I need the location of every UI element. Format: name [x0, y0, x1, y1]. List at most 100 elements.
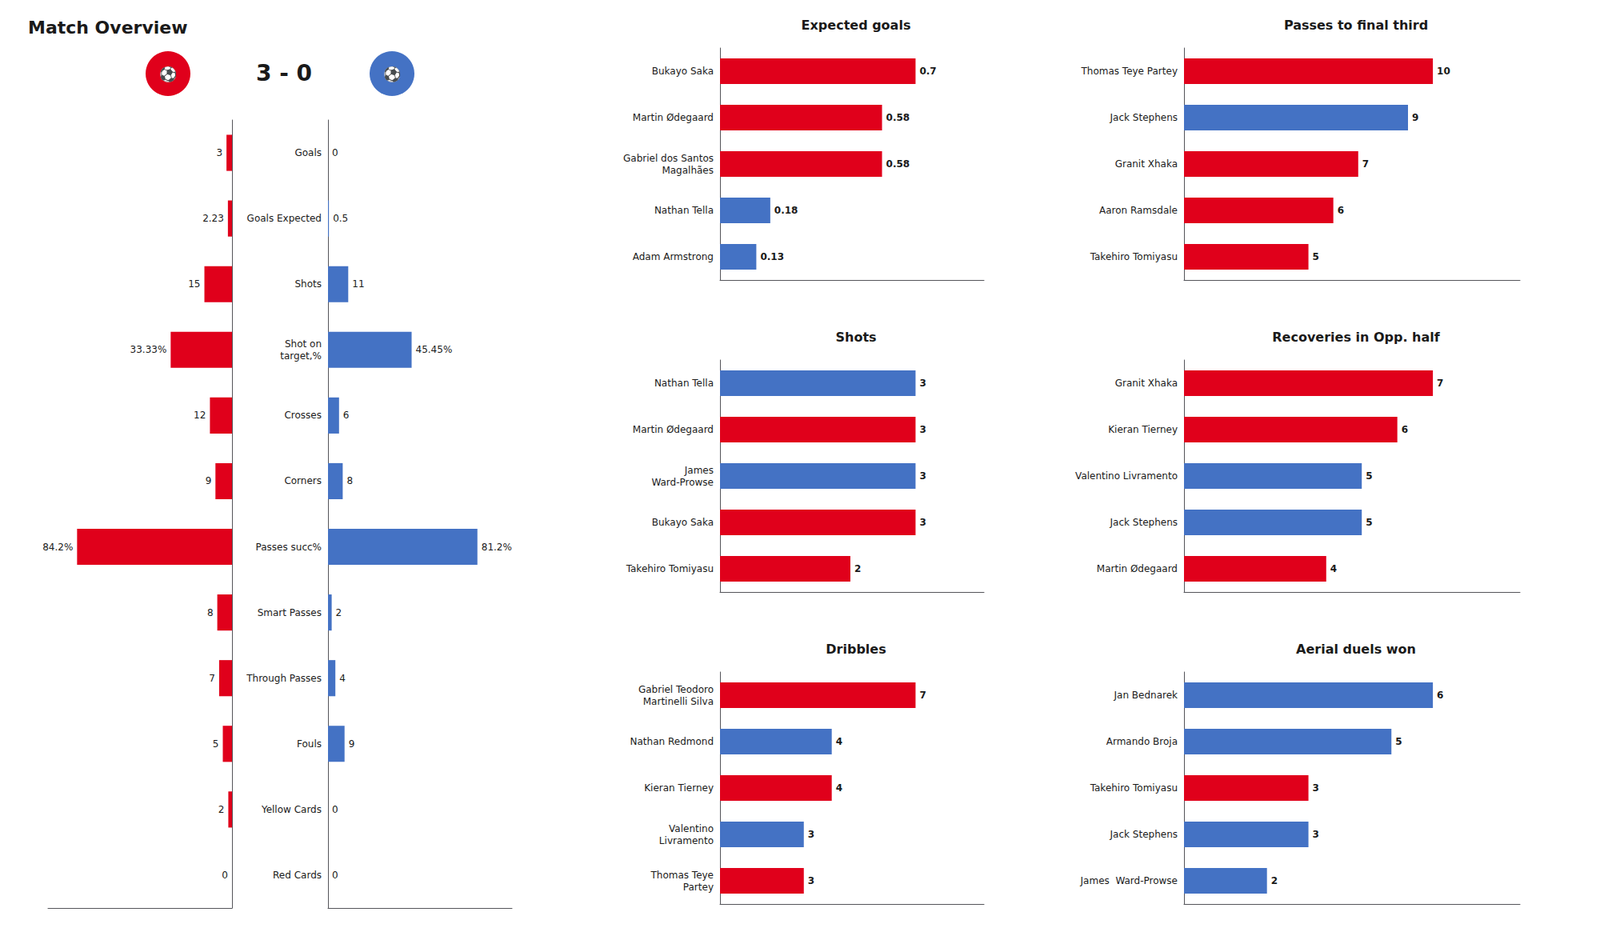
- svg-text:11: 11: [352, 278, 364, 290]
- svg-text:⚽: ⚽: [158, 65, 177, 83]
- svg-text:Valentino Livramento: Valentino Livramento: [1075, 470, 1178, 482]
- svg-text:8: 8: [346, 475, 353, 487]
- svg-text:9: 9: [1412, 112, 1419, 124]
- svg-text:6: 6: [1337, 204, 1344, 216]
- svg-text:Martin Ødegaard: Martin Ødegaard: [1096, 563, 1178, 575]
- svg-text:Smart Passes: Smart Passes: [257, 607, 322, 619]
- svg-text:2: 2: [854, 563, 861, 575]
- svg-text:9: 9: [205, 475, 212, 487]
- svg-text:Bukayo Saka: Bukayo Saka: [652, 516, 714, 528]
- svg-text:Martin Ødegaard: Martin Ødegaard: [632, 112, 714, 124]
- svg-text:Shots: Shots: [294, 278, 322, 290]
- svg-text:3: 3: [919, 516, 926, 528]
- svg-text:Gabriel dos Santos: Gabriel dos Santos: [623, 152, 714, 164]
- svg-text:0: 0: [221, 869, 228, 881]
- svg-text:4: 4: [339, 672, 346, 684]
- svg-text:2.23: 2.23: [202, 212, 224, 224]
- svg-text:45.45%: 45.45%: [416, 344, 453, 356]
- svg-text:target,%: target,%: [280, 350, 322, 362]
- svg-text:Jack Stephens: Jack Stephens: [1109, 516, 1178, 528]
- svg-text:5: 5: [212, 738, 220, 750]
- svg-text:Passes to final third: Passes to final third: [1284, 17, 1428, 33]
- svg-text:3: 3: [216, 147, 223, 159]
- svg-text:Yellow Cards: Yellow Cards: [260, 804, 322, 816]
- svg-text:4: 4: [836, 782, 843, 794]
- svg-text:2: 2: [218, 804, 225, 816]
- svg-text:Goals Expected: Goals Expected: [247, 212, 322, 224]
- svg-text:Dribbles: Dribbles: [825, 641, 886, 657]
- svg-text:0: 0: [332, 869, 339, 881]
- svg-text:12: 12: [193, 409, 206, 421]
- svg-text:Kieran Tierney: Kieran Tierney: [1108, 424, 1178, 436]
- svg-text:0.58: 0.58: [886, 112, 911, 124]
- svg-text:Through Passes: Through Passes: [245, 672, 322, 684]
- svg-text:0.5: 0.5: [332, 212, 348, 224]
- svg-text:Nathan Redmond: Nathan Redmond: [630, 736, 714, 748]
- svg-text:Passes succ%: Passes succ%: [256, 541, 322, 553]
- svg-text:Partey: Partey: [683, 881, 714, 893]
- svg-text:6: 6: [343, 409, 350, 421]
- svg-text:Livramento: Livramento: [659, 835, 714, 847]
- svg-text:Red Cards: Red Cards: [272, 869, 322, 881]
- svg-text:7: 7: [1436, 377, 1444, 389]
- svg-text:Jack Stephens: Jack Stephens: [1109, 828, 1178, 840]
- svg-text:3: 3: [919, 424, 926, 436]
- svg-text:4: 4: [1330, 563, 1337, 575]
- svg-text:James Ward-Prowse: James Ward-Prowse: [1080, 875, 1178, 887]
- svg-text:0: 0: [332, 804, 339, 816]
- svg-text:7: 7: [1362, 158, 1369, 170]
- svg-text:4: 4: [836, 736, 843, 748]
- svg-text:3: 3: [1312, 782, 1320, 794]
- svg-text:Goals: Goals: [294, 147, 322, 159]
- svg-text:Jan Bednarek: Jan Bednarek: [1112, 689, 1178, 701]
- svg-text:0.13: 0.13: [760, 251, 784, 263]
- svg-text:Gabriel Teodoro: Gabriel Teodoro: [638, 684, 714, 696]
- svg-text:Thomas Teye: Thomas Teye: [649, 869, 714, 881]
- svg-text:7: 7: [919, 689, 926, 701]
- svg-text:Granit Xhaka: Granit Xhaka: [1115, 377, 1178, 389]
- svg-text:Thomas Teye Partey: Thomas Teye Partey: [1080, 65, 1178, 77]
- svg-text:Nathan Tella: Nathan Tella: [654, 204, 714, 216]
- svg-text:Expected goals: Expected goals: [801, 17, 912, 33]
- svg-text:Fouls: Fouls: [296, 738, 322, 750]
- svg-text:Shot on: Shot on: [284, 338, 322, 350]
- svg-text:⚽: ⚽: [382, 65, 401, 83]
- svg-text:Takehiro Tomiyasu: Takehiro Tomiyasu: [625, 563, 714, 575]
- svg-text:33.33%: 33.33%: [130, 344, 168, 356]
- svg-text:Crosses: Crosses: [284, 409, 322, 421]
- svg-text:0: 0: [332, 147, 339, 159]
- svg-text:0.7: 0.7: [919, 65, 936, 77]
- svg-text:3: 3: [808, 875, 815, 887]
- svg-text:Martinelli Silva: Martinelli Silva: [643, 696, 714, 708]
- svg-text:Takehiro Tomiyasu: Takehiro Tomiyasu: [1089, 782, 1178, 794]
- svg-text:3: 3: [808, 828, 815, 840]
- svg-text:Shots: Shots: [835, 329, 876, 345]
- svg-text:6: 6: [1436, 689, 1444, 701]
- svg-text:Valentino: Valentino: [668, 823, 714, 835]
- svg-text:Jack Stephens: Jack Stephens: [1109, 112, 1178, 124]
- svg-text:3: 3: [919, 470, 926, 482]
- svg-text:6: 6: [1401, 424, 1408, 436]
- svg-text:Takehiro Tomiyasu: Takehiro Tomiyasu: [1089, 251, 1178, 263]
- svg-text:Martin Ødegaard: Martin Ødegaard: [632, 424, 714, 436]
- svg-text:Recoveries in Opp. half: Recoveries in Opp. half: [1272, 329, 1441, 345]
- svg-text:81.2%: 81.2%: [481, 541, 512, 553]
- svg-text:0.58: 0.58: [886, 158, 911, 170]
- svg-text:2: 2: [336, 607, 343, 619]
- svg-text:Adam Armstrong: Adam Armstrong: [632, 251, 714, 263]
- svg-text:Kieran Tierney: Kieran Tierney: [644, 782, 714, 794]
- svg-text:2: 2: [1271, 875, 1278, 887]
- svg-text:5: 5: [1365, 470, 1372, 482]
- svg-text:84.2%: 84.2%: [42, 541, 73, 553]
- svg-text:0.18: 0.18: [774, 204, 799, 216]
- svg-text:Ward-Prowse: Ward-Prowse: [651, 476, 714, 488]
- svg-text:Aerial duels won: Aerial duels won: [1296, 641, 1416, 657]
- svg-text:5: 5: [1395, 736, 1402, 748]
- svg-text:3: 3: [1312, 828, 1320, 840]
- svg-text:8: 8: [207, 607, 214, 619]
- svg-text:Nathan Tella: Nathan Tella: [654, 377, 714, 389]
- svg-text:Aaron Ramsdale: Aaron Ramsdale: [1099, 204, 1178, 216]
- svg-text:9: 9: [348, 738, 356, 750]
- svg-text:15: 15: [188, 278, 200, 290]
- svg-text:Bukayo Saka: Bukayo Saka: [652, 65, 714, 77]
